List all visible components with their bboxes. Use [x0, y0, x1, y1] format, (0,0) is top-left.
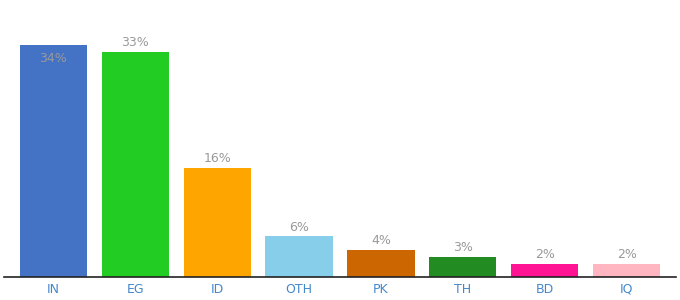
Text: 4%: 4% [371, 234, 391, 247]
Bar [511, 264, 579, 277]
Bar [20, 45, 87, 277]
Text: 34%: 34% [39, 52, 67, 65]
Bar [101, 52, 169, 277]
Bar [347, 250, 415, 277]
Text: 3%: 3% [453, 241, 473, 254]
Text: 2%: 2% [617, 248, 636, 261]
Text: 2%: 2% [535, 248, 555, 261]
Bar [265, 236, 333, 277]
Text: 6%: 6% [289, 220, 309, 234]
Text: 33%: 33% [121, 36, 149, 49]
Bar [593, 264, 660, 277]
Bar [429, 257, 496, 277]
Text: 16%: 16% [203, 152, 231, 165]
Bar [184, 168, 251, 277]
